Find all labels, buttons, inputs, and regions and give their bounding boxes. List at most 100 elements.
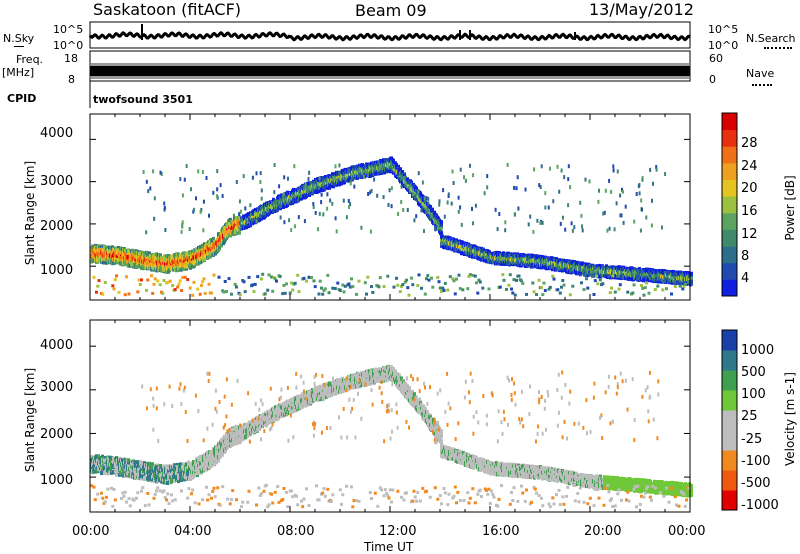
power-cell — [109, 245, 112, 250]
date-title: 13/May/2012 — [589, 0, 694, 19]
nave-dotted-line — [752, 84, 772, 86]
nsearch-tick-top: 10^5 — [708, 23, 739, 36]
power-cbar-tick-28: 28 — [741, 136, 758, 151]
nsky-label: N.Sky — [3, 32, 35, 45]
nsky-trace — [88, 31, 691, 42]
nsearch-tick-bottom: 10^0 — [708, 39, 739, 52]
nsearch-label: N.Search — [746, 32, 796, 45]
power-cell — [204, 252, 207, 256]
power-cell — [199, 244, 202, 249]
power-cell — [189, 265, 192, 270]
power-cell — [415, 186, 418, 191]
power-cell — [332, 184, 335, 189]
power-cell — [193, 263, 196, 268]
power-cell — [126, 259, 129, 264]
power-cbar-tick-20: 20 — [741, 181, 758, 196]
power-cell — [179, 253, 182, 258]
power-cell — [173, 264, 176, 269]
power-cell — [199, 248, 202, 253]
power-cell — [220, 243, 223, 248]
power-cell — [144, 265, 147, 270]
power-cell — [304, 185, 307, 189]
power-cell — [149, 262, 152, 267]
velocity-ytick-3000: 3000 — [40, 380, 74, 395]
station-title: Saskatoon (fitACF) — [93, 0, 242, 19]
power-cell — [292, 199, 295, 204]
power-cell — [326, 185, 329, 190]
nsearch-dotted-line — [764, 47, 792, 49]
power-cell — [413, 190, 416, 195]
velocity-cbar-tick-25: 25 — [741, 409, 758, 424]
power-cell — [168, 268, 171, 273]
power-cell — [228, 226, 231, 231]
power-cell — [146, 252, 149, 257]
power-cell — [354, 165, 357, 170]
freq-tick-bottom: 8 — [68, 73, 75, 86]
power-cell — [223, 233, 226, 237]
power-cell — [208, 245, 211, 250]
power-cell — [343, 180, 346, 185]
cpid-label: CPID — [7, 92, 37, 105]
power-cell — [226, 233, 229, 237]
cpid-text: twofsound 3501 — [93, 93, 193, 106]
velocity-cbar-tick-1000: 1000 — [741, 343, 775, 358]
power-cell — [344, 167, 347, 172]
power-ytick-1000: 1000 — [40, 263, 74, 278]
power-cell — [92, 258, 95, 263]
power-cell — [440, 220, 443, 225]
velocity-cbar-tick-m1000: -1000 — [741, 498, 779, 513]
velocity-ytick-2000: 2000 — [40, 427, 74, 442]
xtick-0000: 00:00 — [72, 524, 110, 539]
power-cbar-tick-16: 16 — [741, 204, 758, 219]
x-axis-label: Time UT — [364, 540, 414, 554]
power-cell — [120, 256, 123, 260]
power-cell — [395, 163, 398, 167]
xtick-1200: 12:00 — [379, 524, 417, 539]
nsky-frame — [89, 21, 691, 49]
nave-tick-top: 60 — [709, 52, 723, 65]
power-cell — [182, 267, 185, 271]
power-cell — [331, 172, 334, 177]
power-cell — [300, 196, 303, 201]
power-cell — [233, 216, 236, 221]
freq-label: Freq. — [16, 53, 44, 66]
nsky-tick-top: 10^5 — [53, 23, 84, 36]
xtick-2400: 00:00 — [668, 524, 706, 539]
xtick-1600: 16:00 — [482, 524, 520, 539]
power-cell — [407, 183, 410, 188]
power-cell — [98, 245, 101, 250]
power-cell — [360, 175, 363, 180]
nave-label: Nave — [746, 67, 775, 80]
nave-tick-bottom: 0 — [709, 73, 716, 86]
freq-unit: [MHz] — [2, 66, 35, 79]
power-cell — [183, 251, 186, 256]
power-cell — [117, 260, 120, 265]
power-cell — [159, 253, 162, 258]
power-ytick-4000: 4000 — [40, 126, 74, 141]
power-cell — [392, 158, 395, 163]
power-cell — [107, 256, 110, 261]
power-cell — [222, 235, 225, 240]
freq-tick-top: 18 — [64, 52, 78, 65]
power-cell — [117, 246, 120, 250]
power-cell — [113, 260, 116, 265]
power-cell — [245, 225, 248, 230]
power-cell — [229, 223, 232, 228]
power-cell — [401, 170, 404, 174]
power-ytick-2000: 2000 — [40, 219, 74, 234]
xtick-0400: 04:00 — [174, 524, 212, 539]
power-cell — [246, 214, 249, 219]
beam-title: Beam 09 — [355, 1, 427, 20]
xtick-2000: 20:00 — [584, 524, 622, 539]
power-cell — [272, 197, 275, 202]
power-cell — [153, 252, 156, 257]
power-cell — [234, 223, 237, 228]
power-cbar-tick-4: 4 — [741, 271, 750, 286]
velocity-cbar-tick-m500: -500 — [741, 476, 771, 491]
power-cell — [180, 266, 183, 271]
velocity-cbar-tick-m25: -25 — [741, 432, 763, 447]
power-cell — [238, 230, 241, 235]
power-cell — [95, 245, 98, 250]
velocity-cbar-tick-100: 100 — [741, 387, 766, 402]
